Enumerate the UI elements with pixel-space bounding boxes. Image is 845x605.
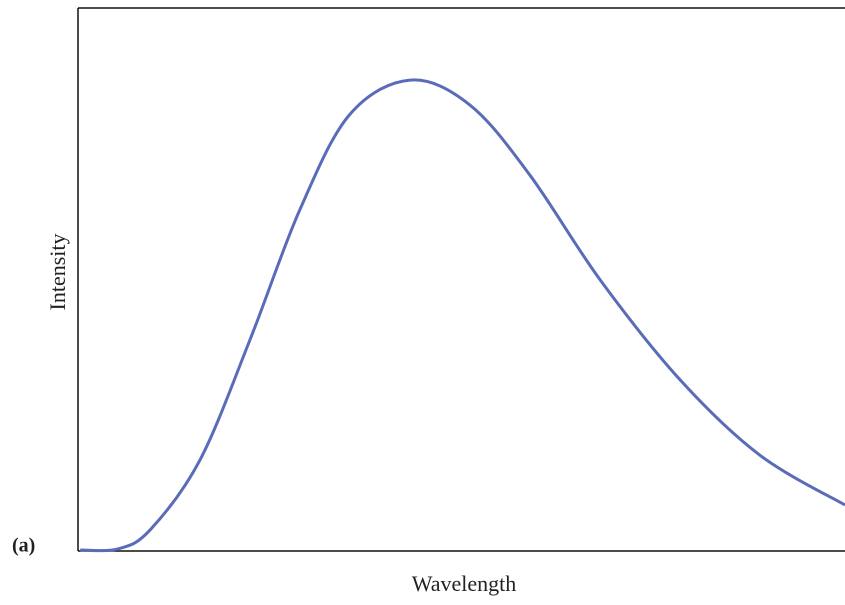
curve (80, 78, 845, 553)
panel-annotation: (a) (12, 535, 35, 557)
x-axis-label: Wavelength (412, 571, 517, 596)
y-axis-label: Intensity (45, 234, 70, 311)
